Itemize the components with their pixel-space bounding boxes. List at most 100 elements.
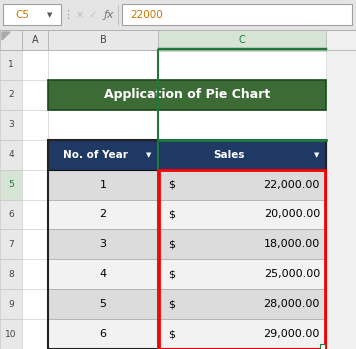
Text: $: $	[168, 239, 176, 249]
Bar	[158, 140, 326, 170]
Text: ✕: ✕	[76, 10, 84, 20]
Bar	[48, 80, 326, 110]
Bar	[158, 229, 326, 259]
Bar	[158, 170, 326, 200]
Bar	[158, 289, 326, 319]
Text: ⋮: ⋮	[62, 10, 74, 20]
Bar	[0, 0, 356, 30]
Bar	[22, 30, 48, 50]
Text: 3: 3	[99, 239, 106, 249]
Bar	[22, 140, 48, 170]
Bar	[48, 80, 158, 110]
Bar	[0, 319, 22, 349]
Bar	[158, 170, 326, 200]
Text: Application of Pie Chart: Application of Pie Chart	[104, 88, 270, 101]
Text: ▼: ▼	[146, 152, 152, 158]
Text: 4: 4	[8, 150, 14, 159]
Text: EXCEL  ·  DATA  ·  BI: EXCEL · DATA · BI	[184, 339, 246, 344]
Bar	[48, 319, 158, 349]
Text: Sales: Sales	[213, 150, 244, 159]
Text: 18,000.00: 18,000.00	[264, 239, 320, 249]
Text: 20,000.00: 20,000.00	[264, 209, 320, 220]
Text: 6: 6	[99, 329, 106, 339]
Bar	[320, 344, 325, 349]
Bar	[48, 259, 158, 289]
Text: 2: 2	[99, 209, 106, 220]
Bar	[22, 110, 48, 140]
Bar	[48, 170, 158, 200]
Bar	[48, 229, 158, 259]
Text: 10: 10	[5, 329, 17, 339]
Bar	[48, 200, 158, 229]
Text: C: C	[239, 35, 245, 45]
Text: 7: 7	[8, 240, 14, 249]
Text: $: $	[168, 269, 176, 279]
Bar	[0, 110, 22, 140]
Bar	[22, 319, 48, 349]
Polygon shape	[2, 32, 10, 40]
Bar	[48, 319, 158, 349]
Bar	[22, 289, 48, 319]
Bar	[158, 110, 326, 140]
Bar	[158, 319, 326, 349]
Bar	[0, 259, 22, 289]
Text: 2: 2	[8, 90, 14, 99]
Bar	[0, 170, 22, 200]
Bar	[158, 30, 326, 50]
Text: exceldemy: exceldemy	[173, 328, 257, 342]
Bar	[0, 30, 22, 50]
Text: 8: 8	[8, 270, 14, 279]
Bar	[48, 229, 158, 259]
Text: 6: 6	[8, 210, 14, 219]
Bar	[48, 140, 158, 170]
Bar	[22, 50, 48, 80]
Text: 5: 5	[99, 299, 106, 309]
Text: ƒx: ƒx	[104, 10, 114, 20]
Bar	[0, 229, 22, 259]
Bar	[158, 259, 326, 289]
Text: A: A	[32, 35, 38, 45]
Text: No. of Year: No. of Year	[63, 150, 128, 159]
Text: 9: 9	[8, 300, 14, 309]
Text: 1: 1	[99, 179, 106, 190]
Text: $: $	[168, 209, 176, 220]
Text: $: $	[168, 179, 176, 190]
Text: C5: C5	[15, 10, 29, 20]
Bar	[0, 200, 22, 229]
Bar	[48, 30, 158, 50]
Text: ▼: ▼	[47, 12, 53, 18]
Bar	[22, 80, 48, 110]
Bar	[158, 229, 326, 259]
Text: $: $	[168, 299, 176, 309]
Bar	[158, 259, 326, 289]
Bar	[158, 319, 326, 349]
Text: 5: 5	[8, 180, 14, 189]
Text: ▼: ▼	[314, 152, 320, 158]
Bar	[48, 140, 158, 170]
Text: 28,000.00: 28,000.00	[264, 299, 320, 309]
Bar	[0, 80, 22, 110]
Bar	[48, 259, 158, 289]
Text: B: B	[100, 35, 106, 45]
Bar	[158, 200, 326, 229]
Text: 29,000.00: 29,000.00	[264, 329, 320, 339]
Bar	[48, 170, 158, 200]
Bar	[158, 50, 326, 80]
Bar	[0, 289, 22, 319]
Bar	[0, 50, 22, 80]
Bar	[159, 170, 325, 349]
Bar	[22, 259, 48, 289]
Text: 3: 3	[8, 120, 14, 129]
Bar	[48, 50, 158, 80]
Bar	[158, 140, 326, 170]
Bar	[158, 80, 326, 110]
Bar	[22, 229, 48, 259]
Bar	[48, 110, 158, 140]
Text: 22000: 22000	[130, 10, 163, 20]
Bar	[22, 170, 48, 200]
Bar	[0, 140, 22, 170]
Text: $: $	[168, 329, 176, 339]
Bar	[158, 200, 326, 229]
Text: ✓: ✓	[89, 10, 97, 20]
Bar	[48, 289, 158, 319]
